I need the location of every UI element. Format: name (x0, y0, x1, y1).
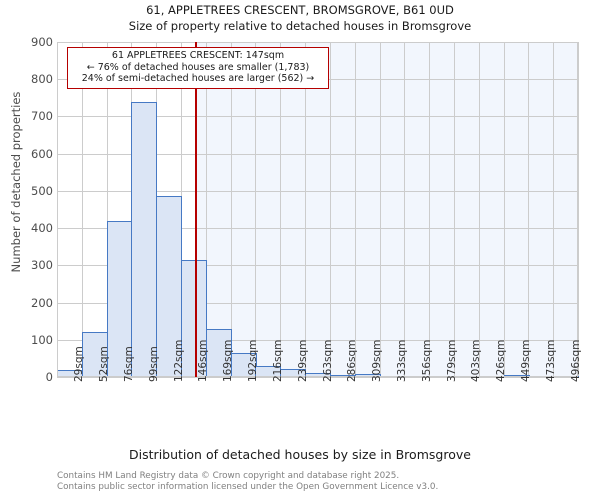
gridline-y-0 (57, 377, 578, 378)
annotation-property-size: 61 APPLETREES CRESCENT: 147sqm (111, 50, 285, 61)
y-tick-label-600: 600 (31, 146, 53, 161)
property-size-marker (194, 42, 197, 377)
gridline-y-100 (57, 339, 578, 341)
x-tick-label-169sqm: 169sqm (222, 339, 235, 382)
x-tick-label-403sqm: 403sqm (470, 339, 483, 382)
y-tick-label-900: 900 (31, 35, 53, 49)
x-axis-title: Distribution of detached houses by size … (129, 447, 471, 462)
annotation-larger: 24% of semi-detached houses are larger (… (81, 73, 315, 84)
gridline-x-10 (305, 42, 306, 377)
x-tick-label-286sqm: 286sqm (346, 339, 359, 382)
x-tick-label-356sqm: 356sqm (420, 339, 433, 382)
bar-426sqm (479, 375, 505, 378)
gridline-x-11 (330, 42, 331, 377)
bar-122sqm (156, 196, 182, 377)
gridline-y-900 (57, 42, 578, 43)
x-tick-label-263sqm: 263sqm (321, 339, 334, 382)
bar-356sqm (404, 375, 430, 378)
gridline-x-0 (57, 42, 58, 377)
x-tick-label-496sqm: 496sqm (569, 339, 582, 382)
bar-379sqm (429, 375, 455, 378)
bar-496sqm (553, 375, 579, 378)
y-tick-label-700: 700 (31, 109, 53, 124)
chart-title-secondary: Size of property relative to detached ho… (128, 19, 472, 33)
property-annotation-box: 61 APPLETREES CRESCENT: 147sqm ← 76% of … (67, 47, 329, 89)
gridline-x-16 (454, 42, 455, 377)
gridline-y-300 (57, 265, 578, 267)
chart-title-primary: 61, APPLETREES CRESCENT, BROMSGROVE, B61… (146, 3, 454, 17)
x-tick-label-333sqm: 333sqm (395, 339, 408, 382)
gridline-x-21 (578, 42, 579, 377)
y-tick-label-100: 100 (31, 332, 53, 347)
x-tick-label-29sqm: 29sqm (73, 346, 86, 382)
gridline-y-600 (57, 153, 578, 155)
y-tick-label-800: 800 (31, 72, 53, 87)
chart-title-block: 61, APPLETREES CRESCENT, BROMSGROVE, B61… (0, 2, 600, 34)
x-tick-label-122sqm: 122sqm (172, 339, 185, 382)
gridline-y-400 (57, 228, 578, 230)
footer-line-1: Contains HM Land Registry data © Crown c… (57, 471, 400, 481)
x-tick-label-192sqm: 192sqm (247, 339, 260, 382)
x-tick-label-309sqm: 309sqm (371, 339, 384, 382)
bar-473sqm (528, 375, 554, 378)
gridline-x-18 (504, 42, 505, 377)
gridline-x-7 (231, 42, 232, 377)
y-axis: Number of detached properties 0 100 200 300… (0, 0, 53, 500)
gridline-x-13 (380, 42, 381, 377)
x-axis-tick-labels: 29sqm 52sqm 76sqm 99sqm 122sqm 146sqm 169sqm 19… (0, 340, 600, 444)
x-tick-label-52sqm: 52sqm (98, 346, 111, 382)
bar-333sqm (380, 375, 406, 378)
gridline-x-14 (404, 42, 405, 377)
gridline-x-1 (82, 42, 83, 377)
plot-area (57, 42, 579, 378)
bar-99sqm (131, 101, 157, 377)
gridline-x-15 (429, 42, 430, 377)
gridline-x-20 (553, 42, 554, 377)
gridline-y-700 (57, 116, 578, 118)
x-tick-label-146sqm: 146sqm (197, 339, 210, 382)
gridline-x-17 (479, 42, 480, 377)
x-tick-label-99sqm: 99sqm (147, 346, 160, 382)
bar-52sqm (82, 331, 108, 377)
footer-line-2: Contains public sector information licen… (57, 481, 439, 492)
x-tick-label-239sqm: 239sqm (296, 339, 309, 382)
gridline-x-12 (355, 42, 356, 377)
x-tick-label-76sqm: 76sqm (123, 346, 136, 382)
bar-403sqm (454, 375, 480, 378)
gridline-x-2 (107, 42, 108, 377)
x-tick-label-473sqm: 473sqm (544, 339, 557, 382)
gridline-x-9 (280, 42, 281, 377)
y-tick-label-200: 200 (31, 295, 53, 310)
x-tick-label-216sqm: 216sqm (271, 339, 284, 382)
y-tick-label-500: 500 (31, 183, 53, 198)
x-tick-label-426sqm: 426sqm (495, 339, 508, 382)
x-tick-label-449sqm: 449sqm (519, 339, 532, 382)
annotation-smaller: ← 76% of detached houses are smaller (1,… (86, 61, 310, 73)
gridline-x-8 (255, 42, 256, 377)
gridline-x-6 (206, 42, 207, 377)
gridline-x-19 (528, 42, 529, 377)
gridline-y-200 (57, 302, 578, 304)
y-tick-label-400: 400 (31, 221, 53, 236)
x-tick-label-379sqm: 379sqm (445, 339, 458, 382)
gridline-y-500 (57, 190, 578, 192)
y-tick-label-300: 300 (31, 258, 53, 273)
larger-region-shading (194, 42, 578, 377)
bar-146sqm (181, 259, 207, 377)
y-tick-label-0: 0 (45, 370, 53, 384)
attribution-footer: Contains HM Land Registry data © Crown c… (57, 471, 587, 492)
